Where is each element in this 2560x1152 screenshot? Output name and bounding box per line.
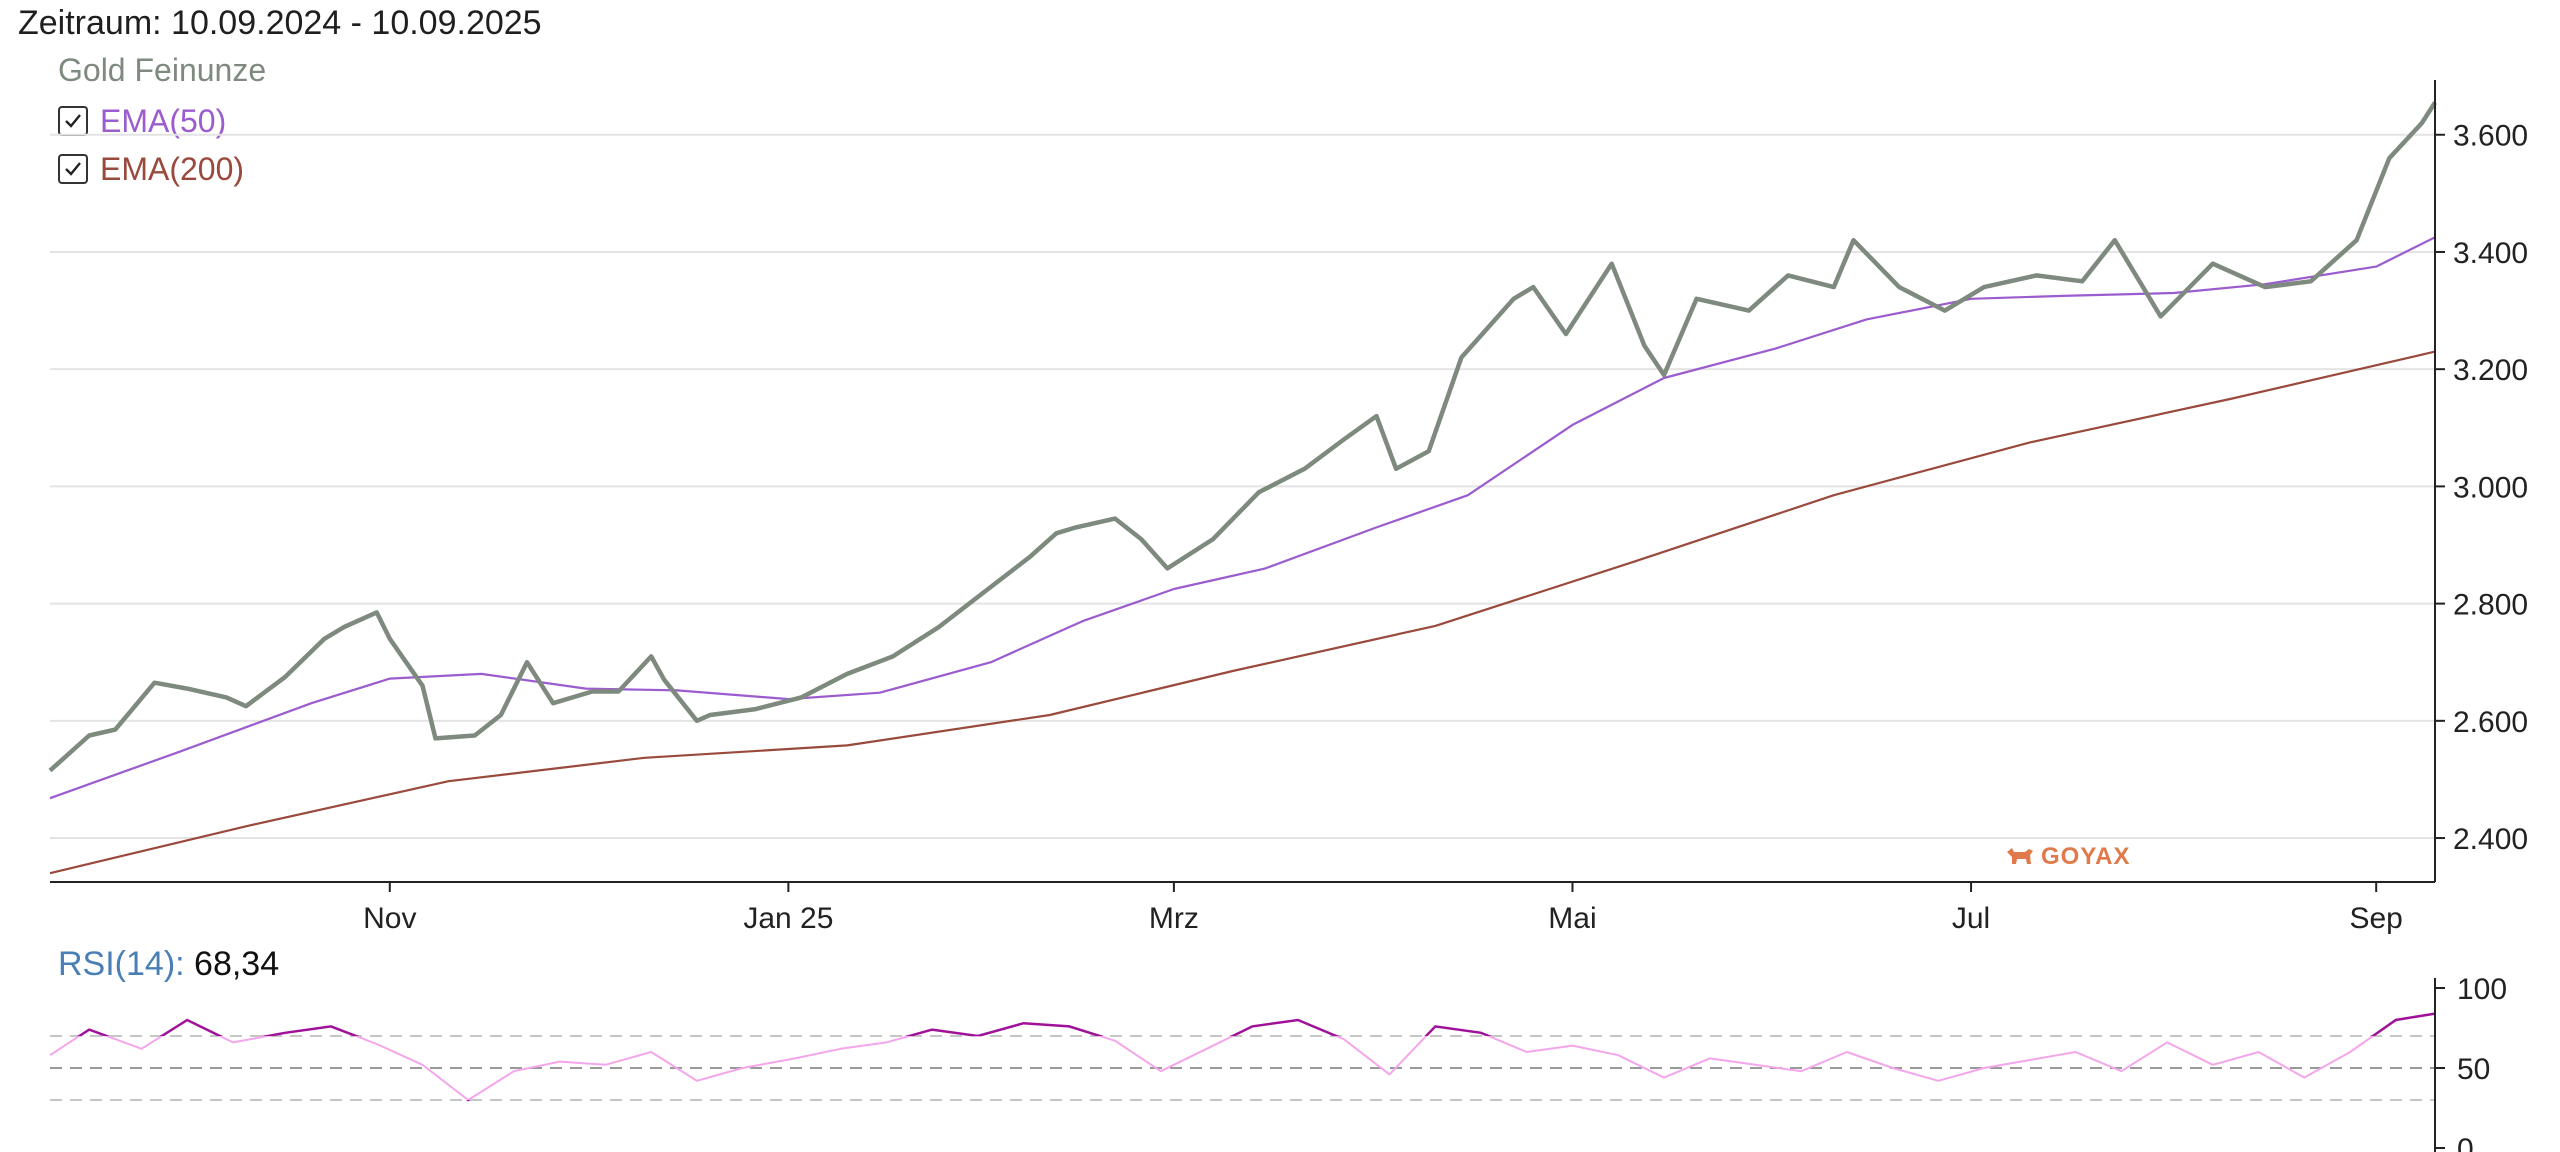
rsi-oversold-segment xyxy=(50,1014,2435,1100)
rsi-y-tick-label: 0 xyxy=(2457,1133,2474,1152)
x-tick-label: Sep xyxy=(2349,902,2402,935)
ema200-line xyxy=(50,352,2435,874)
main-series-group xyxy=(50,103,2435,874)
ema50-line xyxy=(50,237,2435,798)
rsi-y-tick-label: 50 xyxy=(2457,1053,2490,1086)
x-tick-label: Jan 25 xyxy=(743,902,833,935)
rsi-overbought-segment xyxy=(50,1014,2435,1100)
y-tick-label: 2.400 xyxy=(2453,823,2528,856)
main-axes: 2.400 2.600 2.800 3.000 3.200 3.400 3.600 Nov Ja… xyxy=(50,80,2528,935)
y-tick-label: 3.400 xyxy=(2453,237,2528,270)
rsi-panel: 0 50 100 xyxy=(50,973,2507,1152)
x-tick-label: Nov xyxy=(363,902,416,935)
x-tick-label: Jul xyxy=(1952,902,1990,935)
x-tick-label: Mrz xyxy=(1149,902,1199,935)
x-tick-label: Mai xyxy=(1548,902,1596,935)
rsi-y-tick-label: 100 xyxy=(2457,973,2507,1006)
y-tick-label: 2.800 xyxy=(2453,589,2528,622)
y-tick-label: 3.600 xyxy=(2453,120,2528,153)
rsi-line xyxy=(50,1014,2435,1100)
gold-price-line xyxy=(50,103,2435,771)
y-tick-label: 2.600 xyxy=(2453,706,2528,739)
y-tick-label: 3.000 xyxy=(2453,471,2528,504)
y-tick-label: 3.200 xyxy=(2453,354,2528,387)
main-gridlines xyxy=(50,135,2435,838)
